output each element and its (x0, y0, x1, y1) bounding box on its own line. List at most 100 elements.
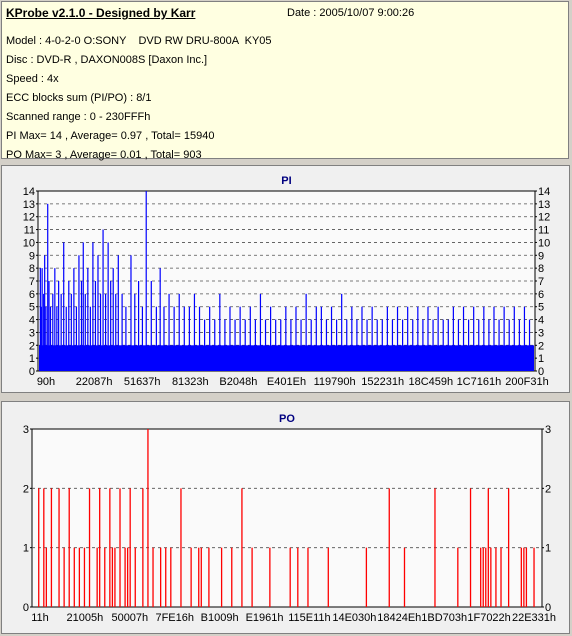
pi-bar (442, 319, 444, 371)
pi-bar (145, 191, 147, 371)
po-bar (134, 547, 136, 607)
disc-info-panel: KProbe v2.1.0 - Designed by Karr Date : … (1, 1, 569, 161)
pi-bar (259, 293, 262, 371)
pi-bar (488, 319, 490, 371)
po-bar (165, 547, 167, 607)
pi-bar (285, 306, 287, 371)
y-tick-label-right: 3 (545, 424, 551, 436)
pi-bar (112, 268, 114, 371)
info-disc: Disc : DVD-R , DAXON008S [Daxon Inc.] (6, 54, 208, 66)
y-tick-label-left: 11 (24, 225, 35, 237)
pi-bar (73, 268, 75, 371)
pi-bar (234, 319, 236, 371)
y-tick-label-right: 7 (538, 276, 544, 288)
pi-bar (75, 306, 78, 371)
pi-bar (110, 281, 112, 371)
x-tick-label: 119790h (314, 376, 356, 388)
pi-bar (386, 306, 388, 371)
po-bar (68, 488, 70, 607)
x-tick-label: 1C7161h (457, 376, 502, 388)
x-tick-label: 1F7022h (467, 612, 510, 624)
pi-bar (493, 306, 495, 371)
pi-bar (498, 319, 500, 371)
pi-bar (183, 306, 185, 371)
po-bar (104, 547, 106, 607)
po-bar (190, 547, 192, 607)
pi-bar (270, 306, 272, 371)
pi-bar (54, 268, 56, 371)
pi-bar (78, 255, 80, 371)
pi-bar (65, 306, 67, 371)
po-bar (38, 488, 40, 607)
pi-bar (468, 319, 470, 371)
pi-bar (56, 306, 58, 371)
x-tick-label: 18424Eh (377, 612, 421, 624)
pi-bar (452, 306, 454, 371)
pi-bar (457, 319, 460, 371)
pi-bar (40, 306, 42, 371)
x-tick-label: 7FE16h (155, 612, 194, 624)
po-bar (208, 547, 210, 607)
x-tick-label: 115E11h (288, 612, 330, 624)
po-bar (73, 547, 75, 607)
y-tick-label-left: 10 (23, 237, 35, 249)
po-bar (111, 547, 114, 607)
info-model: Model : 4-0-2-0 O:SONY DVD RW DRU-800A K… (6, 35, 272, 47)
pi-bar (376, 319, 378, 371)
po-bar (365, 547, 368, 607)
pi-bar (82, 242, 84, 371)
pi-bar (130, 255, 132, 371)
po-chart-panel: PO 0 0 1 1 2 2 3 3 11h 21005h 50007h 7FE16h B1009h E19… (1, 401, 570, 634)
pi-bar (325, 319, 328, 371)
pi-bar (39, 268, 41, 371)
pi-bar (447, 319, 449, 371)
pi-bar (60, 293, 62, 371)
x-tick-label: 51637h (124, 376, 161, 388)
pi-bar (163, 306, 165, 371)
po-bar (480, 547, 482, 607)
y-tick-label-left: 0 (23, 602, 29, 614)
po-bar (525, 547, 528, 607)
pi-bar (92, 242, 94, 371)
po-bar (114, 547, 116, 607)
pi-bar (58, 281, 60, 371)
pi-bar (346, 319, 348, 371)
y-tick-label-left: 9 (29, 250, 35, 262)
pi-bar (94, 281, 97, 371)
y-tick-label-right: 8 (538, 263, 544, 275)
x-tick-label: 50007h (111, 612, 148, 624)
pi-bar (417, 306, 419, 371)
pi-bar (178, 293, 180, 371)
info-po-stats: PO Max= 3 , Average= 0.01 , Total= 903 (6, 149, 202, 161)
pi-bar (239, 306, 241, 371)
y-tick-label-left: 2 (23, 483, 29, 495)
po-bar (63, 547, 65, 607)
pi-bar (198, 306, 201, 371)
pi-bar (107, 242, 109, 371)
y-tick-label-right: 11 (538, 225, 549, 237)
po-bar (180, 488, 182, 607)
pi-bar (473, 306, 475, 371)
po-bar (50, 488, 53, 607)
x-tick-label: 90h (37, 376, 55, 388)
pi-bar (84, 293, 86, 371)
pi-bar (48, 281, 50, 371)
pi-bar (89, 306, 91, 371)
pi-bar (209, 306, 211, 371)
pi-bar (422, 319, 424, 371)
x-tick-label: E401Eh (267, 376, 306, 388)
y-tick-label-left: 6 (29, 289, 35, 301)
po-bar (160, 547, 162, 607)
po-bar (129, 488, 131, 607)
pi-bar (254, 319, 256, 371)
pi-bar (503, 306, 505, 371)
po-bar (88, 488, 91, 607)
po-bar (83, 547, 86, 607)
po-chart: PO 0 0 1 1 2 2 3 3 11h 21005h 50007h 7FE16h B1009h E19… (23, 413, 556, 624)
pi-bar (290, 319, 292, 371)
po-bar (297, 547, 299, 607)
x-tick-label: B1009h (201, 612, 239, 624)
pi-bar (188, 306, 190, 371)
x-tick-label: 152231h (361, 376, 404, 388)
x-tick-label: E1961h (246, 612, 284, 624)
